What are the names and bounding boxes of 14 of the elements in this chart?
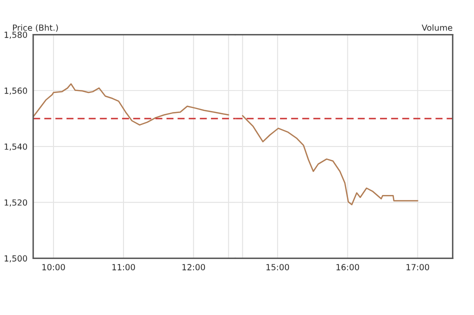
x-tick-label: 10:00 [42,264,65,270]
x-tick-label: 11:00 [112,264,135,270]
line-series [33,83,230,126]
y-tick-label: 1,520 [4,199,28,207]
y-tick-label: 1,580 [4,32,28,39]
x-tick-label: 15:00 [266,264,290,270]
y-tick-label: 1,500 [4,255,28,262]
y-axis-title: Price (Bht.) [13,24,58,32]
x-tick-label: 16:00 [336,264,360,270]
x-tick-label: 17:00 [406,264,430,270]
y2-axis-title: Volume [422,24,452,31]
y-tick-label: 1,560 [4,88,28,95]
y-tick-label: 1,540 [4,143,28,151]
x-tick-label: 12:00 [182,264,206,270]
